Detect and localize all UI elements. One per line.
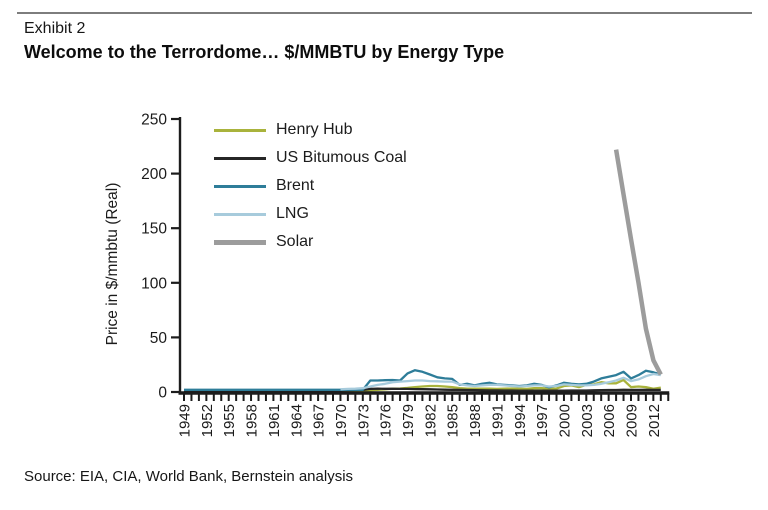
legend-swatch-us-bitumous-coal bbox=[214, 156, 266, 160]
x-tick-label: 1961 bbox=[266, 404, 283, 437]
x-tick-label: 1958 bbox=[244, 404, 261, 437]
x-tick-label: 1997 bbox=[534, 404, 551, 437]
x-tick-label: 1985 bbox=[445, 404, 462, 437]
legend-row-lng: LNG bbox=[214, 200, 407, 228]
x-tick-label: 1976 bbox=[378, 404, 395, 437]
y-tick-label: 100 bbox=[141, 275, 167, 292]
legend-row-brent: Brent bbox=[214, 172, 407, 200]
x-tick-label: 1967 bbox=[311, 404, 328, 437]
x-tick-label: 2009 bbox=[624, 404, 641, 437]
source-note: Source: EIA, CIA, World Bank, Bernstein … bbox=[24, 468, 354, 485]
y-tick-label: 250 bbox=[141, 112, 167, 129]
y-tick-label: 0 bbox=[158, 385, 167, 402]
legend-row-henry-hub: Henry Hub bbox=[214, 116, 407, 144]
legend-swatch-henry-hub bbox=[214, 128, 266, 132]
legend-swatch-lng bbox=[214, 212, 266, 216]
series-solar bbox=[613, 149, 663, 376]
x-tick-label: 1955 bbox=[221, 404, 238, 437]
series-lng bbox=[340, 372, 661, 391]
x-tick-label: 1994 bbox=[512, 404, 529, 437]
y-axis-title: Price in $/mmbtu (Real) bbox=[104, 182, 121, 346]
x-tick-label: 2006 bbox=[601, 404, 618, 437]
series-brent bbox=[184, 369, 662, 391]
x-tick-label: 1973 bbox=[355, 404, 372, 437]
top-rule bbox=[17, 12, 752, 14]
x-tick-label: 2003 bbox=[579, 404, 596, 437]
legend-label-us-bitumous-coal: US Bitumous Coal bbox=[276, 149, 407, 166]
x-tick-label: 2000 bbox=[556, 404, 573, 437]
legend-row-us-bitumous-coal: US Bitumous Coal bbox=[214, 144, 407, 172]
x-axis-labels: 1949 1952 1955 1958 1961 1964 1967 1970 1973 1976… bbox=[177, 404, 663, 437]
x-tick-label: 1982 bbox=[422, 404, 439, 437]
chart-title: Welcome to the Terrordome… $/MMBTU by En… bbox=[24, 42, 505, 62]
y-tick-label: 150 bbox=[141, 221, 167, 238]
exhibit-label: Exhibit 2 bbox=[24, 20, 86, 37]
legend-label-henry-hub: Henry Hub bbox=[276, 121, 353, 138]
legend-row-solar: Solar bbox=[214, 228, 407, 256]
x-tick-label: 1970 bbox=[333, 404, 350, 437]
x-tick-label: 1964 bbox=[288, 404, 305, 437]
x-tick-label: 1949 bbox=[177, 404, 194, 437]
legend-label-lng: LNG bbox=[276, 205, 309, 222]
y-axis-ticks: 0 50 100 150 200 250 bbox=[141, 112, 180, 402]
legend-swatch-solar bbox=[214, 239, 266, 245]
y-tick-label: 200 bbox=[141, 166, 167, 183]
legend-label-solar: Solar bbox=[276, 233, 314, 250]
x-tick-label: 2012 bbox=[646, 404, 663, 437]
x-tick-label: 1952 bbox=[199, 404, 216, 437]
x-tick-label: 1988 bbox=[467, 404, 484, 437]
x-tick-label: 1991 bbox=[489, 404, 506, 437]
legend: Henry Hub US Bitumous Coal Brent LNG Sol… bbox=[214, 116, 407, 256]
legend-swatch-brent bbox=[214, 184, 266, 188]
x-tick-label: 1979 bbox=[400, 404, 417, 437]
y-tick-label: 50 bbox=[150, 330, 168, 347]
legend-label-brent: Brent bbox=[276, 177, 315, 194]
